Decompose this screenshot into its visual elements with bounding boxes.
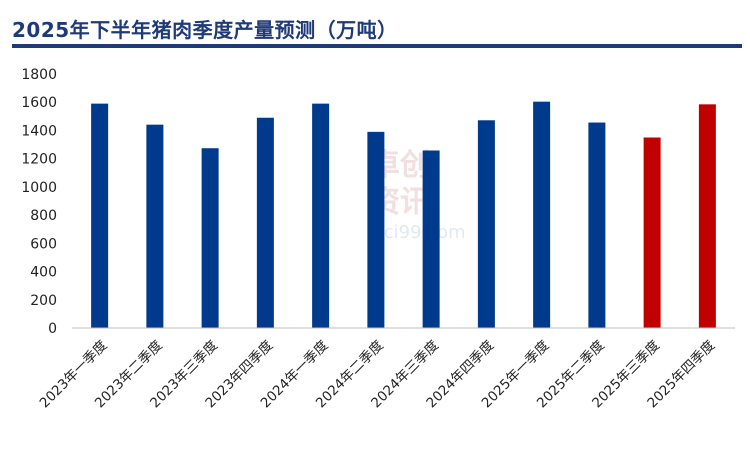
- bar: [588, 122, 606, 328]
- x-axis: 2023年一季度2023年二季度2023年三季度2023年四季度2024年一季度…: [37, 338, 719, 412]
- chart-title: 2025年下半年猪肉季度产量预测（万吨）: [12, 18, 398, 42]
- bar: [312, 103, 330, 328]
- bar: [698, 104, 716, 328]
- title-underline: [12, 44, 742, 48]
- y-tick-label: 1400: [21, 123, 57, 139]
- bar: [146, 124, 164, 328]
- bar: [201, 148, 219, 328]
- watermark-url: sci99.com: [374, 222, 465, 243]
- y-tick-label: 1000: [21, 180, 57, 196]
- bar: [91, 103, 109, 328]
- bar: [533, 101, 551, 328]
- y-tick-label: 1200: [21, 152, 57, 168]
- y-tick-label: 0: [48, 321, 57, 337]
- y-tick-label: 1600: [21, 95, 57, 111]
- y-tick-label: 200: [30, 293, 57, 309]
- bar: [256, 117, 274, 328]
- y-tick-label: 600: [30, 236, 57, 252]
- y-tick-label: 400: [30, 265, 57, 281]
- bar: [367, 131, 385, 328]
- y-tick-label: 1800: [21, 67, 57, 83]
- bar: [477, 120, 495, 328]
- bar: [422, 150, 440, 328]
- bars: [91, 101, 716, 328]
- y-axis: 0 200 400 600 800 1000 1200 1400 1600 1800: [21, 67, 57, 337]
- bar: [643, 137, 661, 328]
- y-tick-label: 800: [30, 208, 57, 224]
